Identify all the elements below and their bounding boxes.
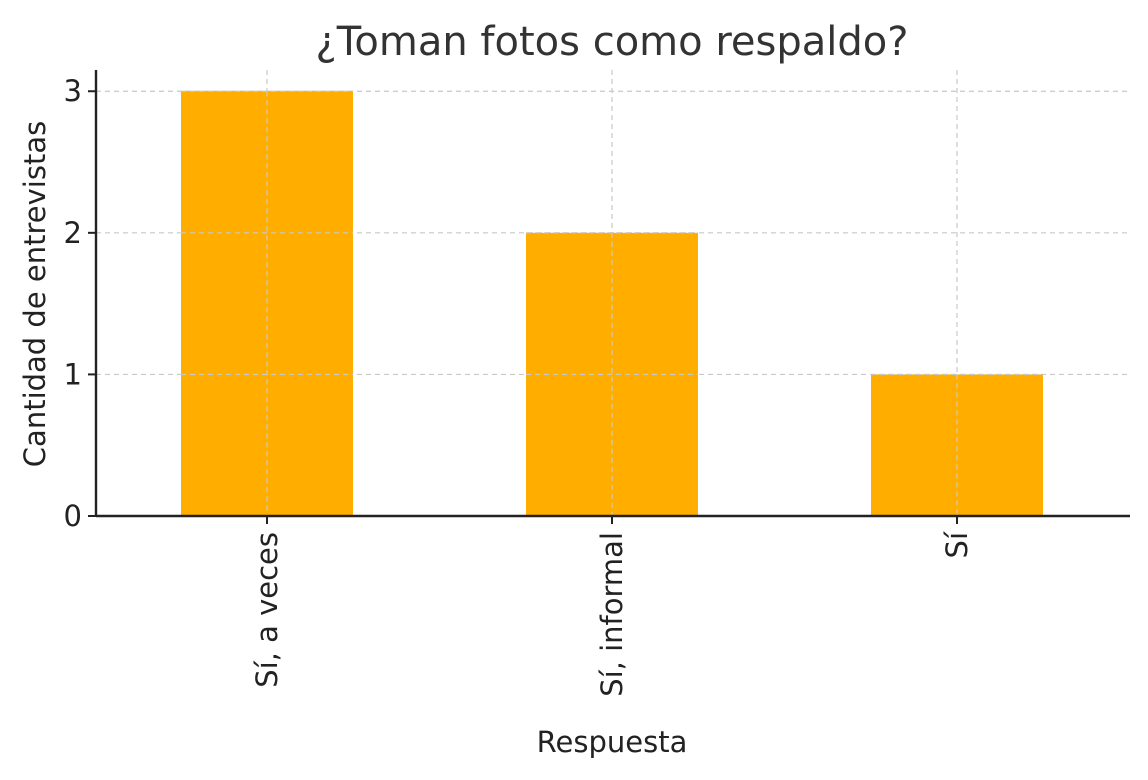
x-tick-label: Sí, a veces [250, 532, 284, 688]
x-tick-label: Sí [940, 531, 974, 558]
y-tick-label: 1 [64, 357, 82, 391]
x-tick-label: Sí, informal [595, 532, 629, 697]
x-axis-label: Respuesta [537, 725, 688, 759]
y-axis-label: Cantidad de entrevistas [18, 121, 52, 467]
bars [181, 90, 1043, 517]
chart-title: ¿Toman fotos como respaldo? [316, 19, 909, 65]
y-tick-label: 0 [64, 499, 82, 533]
y-tick-label: 3 [64, 74, 82, 108]
y-tick-label: 2 [64, 216, 82, 250]
y-axis-ticks: 0 1 2 3 [64, 74, 96, 533]
x-axis-ticks: Sí, a veces Sí, informal Sí [250, 516, 974, 697]
